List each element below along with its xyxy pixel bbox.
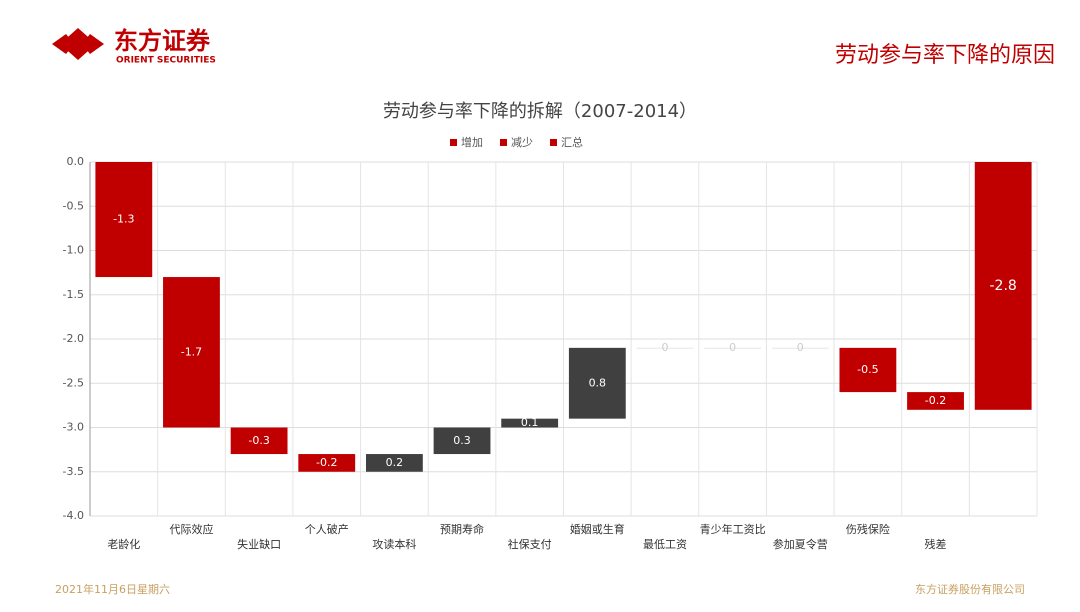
legend-swatch: [450, 139, 457, 146]
data-label: -0.2: [925, 394, 946, 407]
x-tick-label: 参加夏令营: [773, 537, 828, 551]
y-tick-label: -3.5: [63, 465, 84, 478]
data-label: -1.3: [113, 213, 134, 226]
y-tick-label: -2.5: [63, 376, 84, 389]
data-label: 0.8: [589, 376, 607, 389]
x-tick-label: 失业缺口: [237, 537, 281, 551]
data-label: -0.3: [248, 434, 269, 447]
y-tick-label: -2.0: [63, 332, 84, 345]
footer-company: 东方证券股份有限公司: [915, 582, 1025, 596]
y-tick-label: 0.0: [67, 155, 85, 168]
bar: [365, 454, 423, 472]
y-tick-label: -1.5: [63, 288, 84, 301]
x-tick-label: 残差: [925, 537, 947, 551]
data-label: 0: [661, 341, 668, 354]
bar: [974, 162, 1032, 410]
y-tick-label: -1.0: [63, 244, 84, 257]
data-label: 0.3: [453, 434, 471, 447]
bar: [501, 418, 559, 428]
data-label: 0.1: [521, 416, 539, 429]
x-tick-label: 婚姻或生育: [570, 522, 625, 536]
bar: [163, 277, 220, 428]
x-tick-label: 最低工资: [643, 538, 687, 551]
x-tick-label: 个人破产: [305, 522, 349, 536]
legend-label: 减少: [511, 136, 533, 149]
x-tick-label: 青少年工资比: [700, 522, 766, 536]
brand: 东方证券: [114, 27, 211, 55]
y-tick-label: -4.0: [63, 509, 84, 522]
legend-label: 增加: [461, 135, 483, 149]
chart-title: 劳动参与率下降的拆解（2007-2014）: [383, 101, 697, 122]
data-label: 0: [729, 341, 736, 354]
bar: [230, 427, 288, 455]
data-label: -0.5: [857, 363, 878, 376]
bar: [433, 427, 491, 455]
x-tick-label: 伤残保险: [846, 522, 890, 536]
logo: [52, 28, 104, 60]
bar: [636, 347, 694, 349]
bar: [839, 347, 897, 393]
legend-swatch: [550, 139, 557, 146]
y-tick-label: -3.0: [63, 421, 84, 434]
data-label: -0.2: [316, 456, 337, 469]
bar: [568, 347, 626, 419]
slide-title: 劳动参与率下降的原因: [835, 43, 1055, 68]
bar: [771, 347, 829, 349]
bar: [907, 392, 964, 410]
data-label: -2.8: [990, 278, 1017, 294]
legend-swatch: [500, 139, 507, 146]
x-tick-label: 社保支付: [508, 537, 552, 551]
data-label: 0.2: [386, 456, 404, 469]
y-tick-label: -0.5: [63, 199, 84, 212]
brand-en: ORIENT SECURITIES: [116, 56, 216, 66]
footer-date: 2021年11月6日星期六: [55, 582, 170, 596]
data-label: 0: [797, 341, 804, 354]
x-tick-label: 老龄化: [107, 537, 140, 551]
legend-label: 汇总: [561, 135, 583, 149]
bar: [298, 454, 356, 472]
bar: [95, 162, 153, 278]
bar: [704, 347, 762, 349]
x-tick-label: 代际效应: [169, 522, 213, 536]
x-tick-label: 攻读本科: [372, 537, 416, 551]
x-tick-label: 预期寿命: [440, 522, 484, 536]
data-label: -1.7: [181, 345, 202, 358]
